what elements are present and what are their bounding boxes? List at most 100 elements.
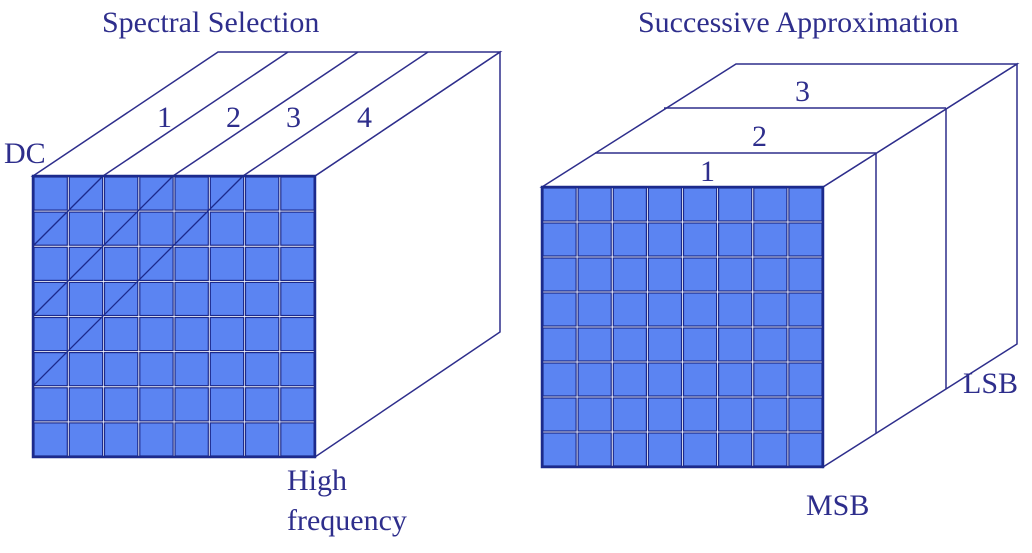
coefficient-cell (577, 257, 612, 292)
coefficient-cell (717, 257, 753, 292)
coefficient-cell (174, 316, 209, 352)
coefficient-cell (612, 187, 647, 222)
band-label-3: 3 (286, 101, 301, 134)
coefficient-cell (209, 281, 245, 317)
coefficient-cell (647, 327, 683, 362)
coefficient-cell (788, 397, 823, 432)
coefficient-cell (682, 187, 718, 222)
coefficient-cell (577, 432, 612, 467)
coefficient-cell (103, 387, 139, 422)
coefficient-cell (682, 362, 718, 397)
coefficient-cell (209, 422, 245, 457)
coefficient-cell (753, 187, 788, 222)
coefficient-cell (577, 397, 612, 432)
coefficient-cell (717, 292, 753, 327)
coefficient-cell (280, 281, 315, 317)
coefficient-cell (612, 397, 647, 432)
coefficient-cell (717, 362, 753, 397)
coefficient-cell (103, 281, 139, 317)
coefficient-cell (612, 222, 647, 257)
coefficient-cell (542, 397, 577, 432)
coefficient-cell (788, 222, 823, 257)
coefficient-cell (542, 362, 577, 397)
coefficient-cell (244, 387, 280, 422)
coefficient-cell (647, 292, 683, 327)
coefficient-cell (103, 316, 139, 352)
coefficient-cell (542, 257, 577, 292)
coefficient-cell (577, 327, 612, 362)
coefficient-cell (542, 222, 577, 257)
coefficient-cell (682, 292, 718, 327)
successive-coefficient-grid (542, 187, 823, 467)
high-frequency-label-line1: High (287, 464, 347, 497)
coefficient-cell (753, 432, 788, 467)
lsb-label: LSB (963, 367, 1018, 400)
coefficient-cell (68, 211, 104, 246)
coefficient-cell (244, 281, 280, 317)
band-label-2: 2 (226, 101, 241, 134)
coefficient-cell (280, 316, 315, 352)
coefficient-cell (103, 176, 139, 211)
coefficient-cell (647, 362, 683, 397)
coefficient-cell (244, 316, 280, 352)
coefficient-cell (612, 362, 647, 397)
coefficient-cell (139, 211, 174, 246)
coefficient-cell (174, 422, 209, 457)
coefficient-cell (244, 211, 280, 246)
coefficient-cell (139, 316, 174, 352)
coefficient-cell (717, 432, 753, 467)
coefficient-cell (68, 316, 104, 352)
coefficient-cell (717, 222, 753, 257)
msb-label: MSB (806, 489, 869, 522)
coefficient-cell (612, 327, 647, 362)
coefficient-cell (753, 222, 788, 257)
coefficient-cell (139, 281, 174, 317)
coefficient-cell (68, 422, 104, 457)
coefficient-cell (788, 362, 823, 397)
coefficient-cell (753, 327, 788, 362)
coefficient-cell (788, 292, 823, 327)
coefficient-cell (612, 432, 647, 467)
coefficient-cell (139, 422, 174, 457)
coefficient-cell (612, 292, 647, 327)
coefficient-cell (647, 187, 683, 222)
spectral-coefficient-grid (33, 176, 315, 457)
coefficient-cell (68, 281, 104, 317)
coefficient-cell (209, 316, 245, 352)
coefficient-cell (103, 422, 139, 457)
coefficient-cell (103, 352, 139, 387)
coefficient-cell (33, 176, 68, 211)
coefficient-cell (753, 397, 788, 432)
layer-label-3: 3 (795, 75, 810, 108)
coefficient-cell (647, 257, 683, 292)
coefficient-cell (280, 176, 315, 211)
coefficient-cell (244, 422, 280, 457)
coefficient-cell (174, 211, 209, 246)
dc-label: DC (4, 137, 46, 170)
coefficient-cell (68, 387, 104, 422)
coefficient-cell (280, 387, 315, 422)
spectral-band-divider (172, 51, 359, 177)
coefficient-cell (753, 292, 788, 327)
coefficient-cell (68, 352, 104, 387)
coefficient-cell (33, 316, 68, 352)
coefficient-cell (33, 387, 68, 422)
coefficient-cell (139, 246, 174, 282)
spectral-selection-title: Spectral Selection (102, 6, 319, 39)
coefficient-cell (280, 211, 315, 246)
coefficient-cell (33, 422, 68, 457)
coefficient-cell (244, 246, 280, 282)
zigzag-diagonal (32, 175, 174, 317)
high-frequency-label-line2: frequency (287, 504, 407, 537)
coefficient-cell (647, 432, 683, 467)
coefficient-cell (139, 176, 174, 211)
coefficient-cell (753, 362, 788, 397)
coefficient-cell (209, 176, 245, 211)
coefficient-cell (103, 246, 139, 282)
coefficient-cell (209, 387, 245, 422)
coefficient-cell (788, 327, 823, 362)
coefficient-cell (682, 327, 718, 362)
coefficient-cell (33, 246, 68, 282)
coefficient-cell (174, 281, 209, 317)
